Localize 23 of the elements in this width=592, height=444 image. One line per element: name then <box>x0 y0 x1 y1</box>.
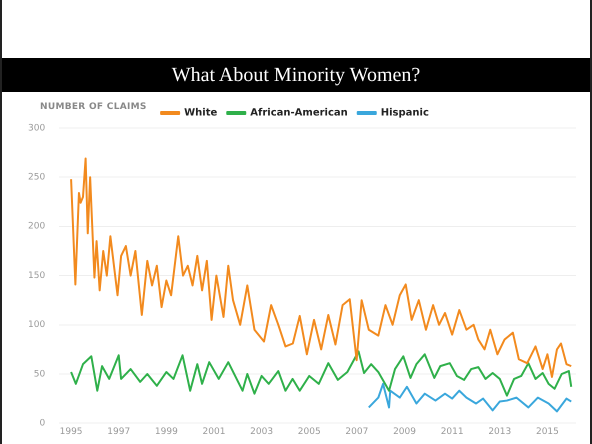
x-tick-label: 2003 <box>250 426 274 437</box>
y-tick-label: 150 <box>28 270 46 281</box>
x-tick-label: 2011 <box>440 426 464 437</box>
x-tick-label: 2015 <box>536 426 559 437</box>
y-axis-title: NUMBER OF CLAIMS <box>40 102 147 112</box>
x-tick-label: 1995 <box>60 426 83 437</box>
y-tick-label: 300 <box>28 123 46 134</box>
y-tick-label: 100 <box>28 320 46 330</box>
y-tick-label: 250 <box>28 172 46 183</box>
x-tick-label: 2013 <box>488 426 512 437</box>
y-tick-label: 200 <box>28 222 46 232</box>
x-tick-label: 1997 <box>107 426 130 437</box>
legend-label: White <box>184 108 218 119</box>
legend-label: African-American <box>250 108 348 119</box>
x-tick-label: 2007 <box>345 426 368 437</box>
x-tick-label: 2009 <box>393 426 416 437</box>
x-tick-label: 2005 <box>298 426 321 437</box>
legend-label: Hispanic <box>380 108 429 119</box>
x-tick-label: 1999 <box>154 426 178 437</box>
chart-title: What About Minority Women? <box>2 58 590 92</box>
y-tick-label: 50 <box>34 369 46 380</box>
x-tick-label: 2001 <box>202 426 226 437</box>
y-tick-label: 0 <box>39 418 46 429</box>
